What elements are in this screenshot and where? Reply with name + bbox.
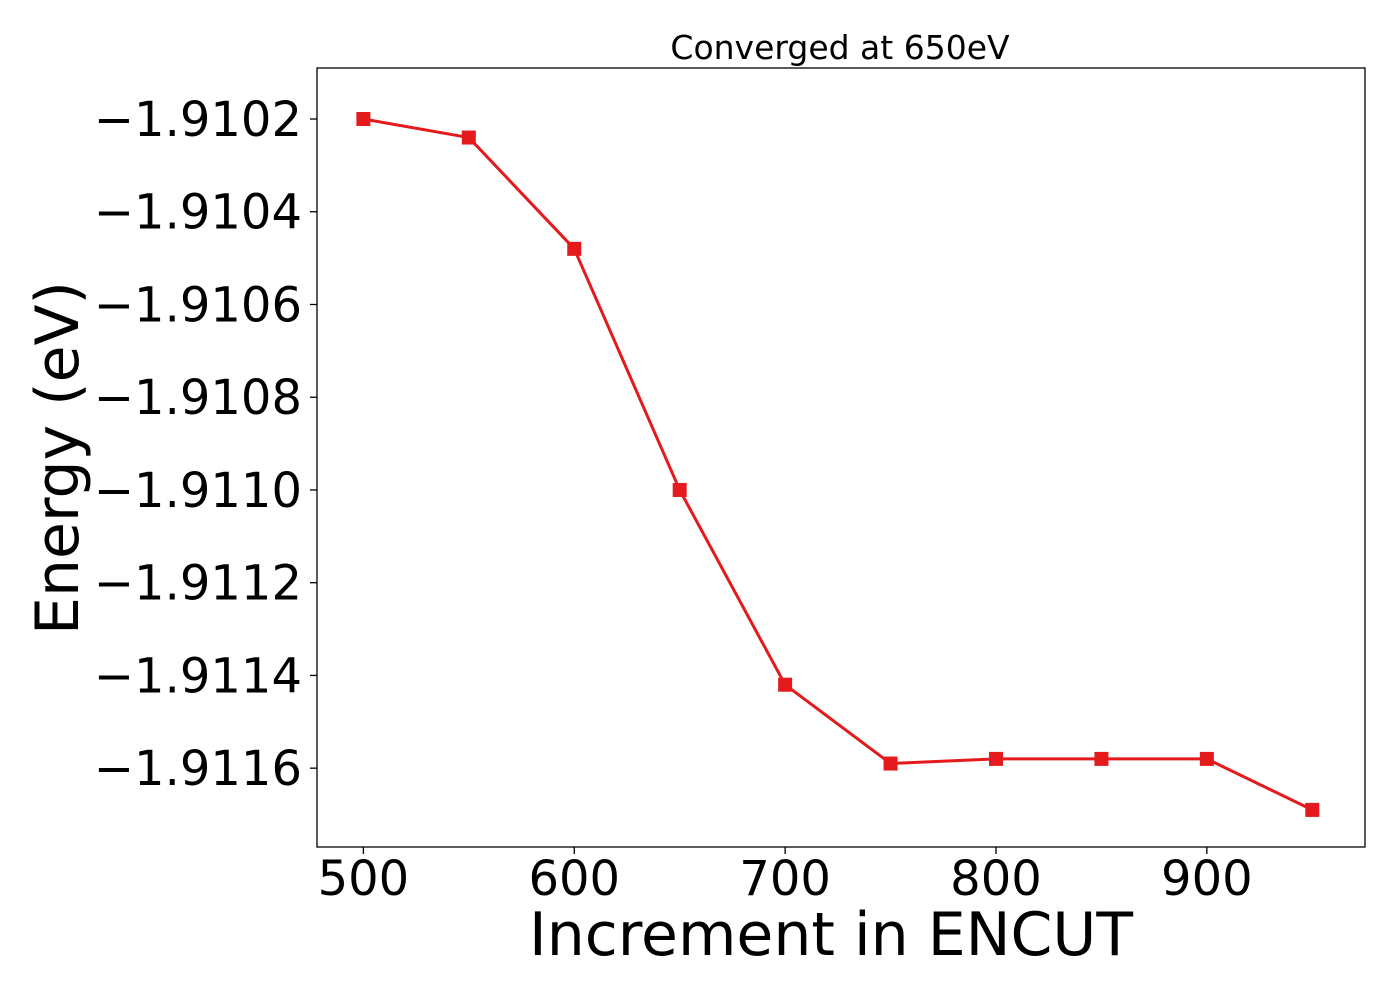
x-tick-label: 800 bbox=[950, 851, 1042, 907]
y-axis-ticks: −1.9102 −1.9104 −1.9106 −1.9108 −1.9110 −1.91… bbox=[94, 92, 317, 797]
x-tick-label: 700 bbox=[739, 851, 831, 907]
chart-title: Converged at 650eV bbox=[670, 28, 1010, 67]
data-point-marker bbox=[883, 756, 898, 771]
data-point-marker bbox=[1094, 751, 1109, 766]
data-point-marker bbox=[1305, 802, 1320, 817]
y-tick-label: −1.9112 bbox=[94, 556, 302, 612]
x-tick-label: 500 bbox=[318, 851, 410, 907]
y-tick-label: −1.9116 bbox=[94, 741, 302, 797]
plot-frame bbox=[316, 67, 1366, 848]
x-tick-label: 600 bbox=[528, 851, 620, 907]
plot-area bbox=[316, 67, 1366, 848]
x-tick-label: 900 bbox=[1161, 851, 1253, 907]
y-axis-title: Energy (eV) bbox=[23, 281, 93, 635]
x-axis-title: Increment in ENCUT bbox=[529, 900, 1133, 970]
data-point-marker bbox=[778, 677, 793, 692]
data-point-marker bbox=[356, 112, 371, 127]
y-tick-label: −1.9102 bbox=[94, 92, 302, 148]
x-axis-ticks: 500 600 700 800 900 bbox=[318, 847, 1253, 907]
y-tick-label: −1.9108 bbox=[94, 370, 302, 426]
series-line bbox=[363, 117, 1313, 812]
data-point-marker bbox=[461, 130, 476, 145]
data-point-marker bbox=[988, 751, 1003, 766]
y-tick-label: −1.9106 bbox=[94, 277, 302, 333]
y-tick-label: −1.9104 bbox=[94, 185, 302, 241]
y-tick-label: −1.9114 bbox=[94, 648, 302, 704]
y-tick-label: −1.9110 bbox=[94, 463, 302, 519]
data-point-marker bbox=[672, 482, 687, 497]
data-point-marker bbox=[1199, 751, 1214, 766]
data-point-marker bbox=[567, 241, 582, 256]
